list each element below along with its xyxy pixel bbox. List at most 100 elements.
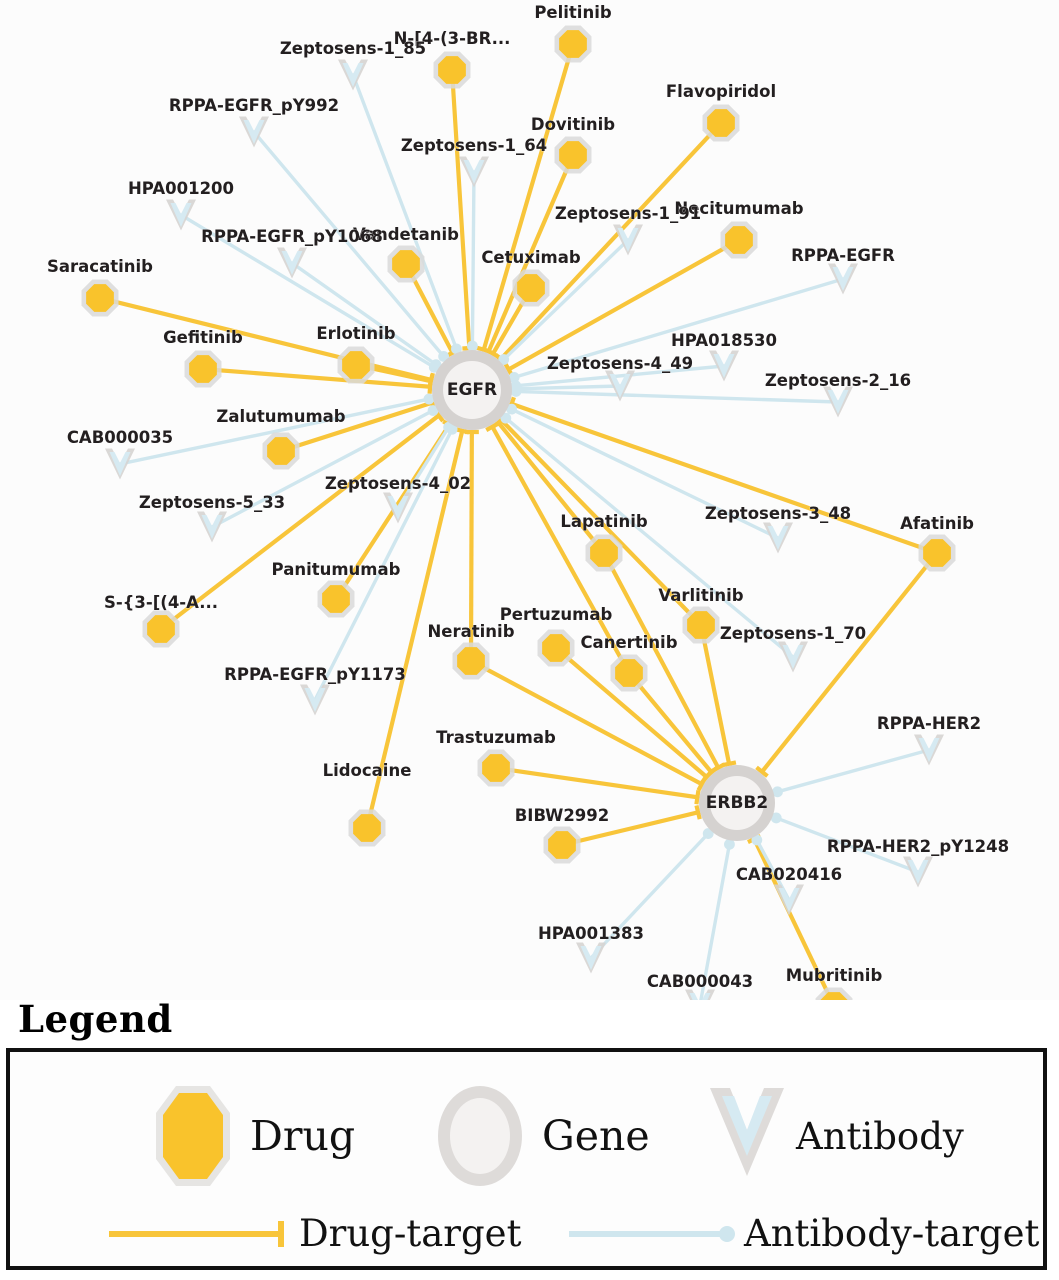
drug-node[interactable] xyxy=(512,269,550,307)
antibody-target-edge xyxy=(510,386,840,404)
antibody-node-label: HPA001200 xyxy=(128,179,234,198)
antibody-node-label: Zeptosens-4_02 xyxy=(325,474,471,493)
gene-node[interactable] xyxy=(432,350,512,430)
antibody-node[interactable] xyxy=(300,684,330,716)
labels-layer: Pelitinib N-[4-(3-BR... Flavopiridol Doviti… xyxy=(47,3,1010,992)
antibody-node-label: CAB000043 xyxy=(647,972,753,991)
antibody-node[interactable] xyxy=(383,492,413,524)
antibody-node[interactable] xyxy=(914,734,944,766)
antibody-node-label: Zeptosens-5_33 xyxy=(139,493,285,512)
drug-node-label: S-{3-[(4-A... xyxy=(104,593,218,612)
drug-node[interactable] xyxy=(585,534,623,572)
drug-node-label: N-[4-(3-BR... xyxy=(394,29,511,48)
drug-node[interactable] xyxy=(918,534,956,572)
antibody-node-label: RPPA-EGFR_pY1173 xyxy=(224,665,406,684)
drug-node-label: Trastuzumab xyxy=(436,728,556,747)
antibody-target-edge xyxy=(290,261,442,371)
antibody-node[interactable] xyxy=(105,448,135,480)
drug-node[interactable] xyxy=(452,642,490,680)
legend-edge-antibody-target: Antibody-target xyxy=(565,1212,1039,1255)
antibody-node-label: RPPA-HER2 xyxy=(877,714,981,733)
antibody-node-label: Zeptosens-1_85 xyxy=(280,39,426,58)
antibody-node-label: Zeptosens-3_48 xyxy=(705,504,851,523)
drug-node[interactable] xyxy=(81,279,119,317)
antibody-node[interactable] xyxy=(605,370,635,402)
antibody-node[interactable] xyxy=(709,350,739,382)
antibody-node[interactable] xyxy=(197,511,227,543)
drug-node-label: Lidocaine xyxy=(323,761,412,780)
gene-node-label: EGFR xyxy=(447,380,497,400)
antibody-node[interactable] xyxy=(774,884,804,916)
drug-node-label: Dovitinib xyxy=(531,115,615,134)
gene-node-label: ERBB2 xyxy=(706,793,768,813)
drug-node[interactable] xyxy=(554,136,592,174)
drug-target-edge xyxy=(627,671,719,779)
antibody-node[interactable] xyxy=(685,989,715,1001)
drug-node-label: Gefitinib xyxy=(163,328,243,347)
legend-edge-drug-target: Drug-target xyxy=(105,1212,521,1255)
legend-label-antibody: Antibody xyxy=(796,1114,964,1158)
antibody-target-edge xyxy=(506,403,780,540)
antibody-node[interactable] xyxy=(576,942,606,974)
antibody-node[interactable] xyxy=(277,247,307,279)
antibody-target-edge xyxy=(699,838,735,1000)
drug-node[interactable] xyxy=(387,245,425,283)
legend-node-drug: Drug xyxy=(150,1080,355,1192)
drug-node-label: Varlitinib xyxy=(658,586,743,605)
drug-node[interactable] xyxy=(142,610,180,648)
drug-target-edge xyxy=(470,659,707,792)
antibody-node-label: Zeptosens-2_16 xyxy=(765,371,911,390)
drug-node-label: Necitumumab xyxy=(674,199,803,218)
antibody-target-edge xyxy=(589,828,714,960)
drug-node[interactable] xyxy=(702,104,740,142)
drug-node-label: Flavopiridol xyxy=(666,82,776,101)
drug-node[interactable] xyxy=(543,826,581,864)
drug-node[interactable] xyxy=(317,580,355,618)
drug-node[interactable] xyxy=(610,654,648,692)
drug-target-edge xyxy=(464,429,479,662)
antibody-node[interactable] xyxy=(763,522,793,554)
drug-node[interactable] xyxy=(720,221,758,259)
drug-node[interactable] xyxy=(537,629,575,667)
antibody-target-edge xyxy=(351,73,462,355)
antibody-node-label: CAB000035 xyxy=(67,428,173,447)
drug-target-edge xyxy=(561,805,702,848)
drug-target-edge-icon xyxy=(109,1220,284,1247)
drug-node[interactable] xyxy=(184,350,222,388)
antibody-target-edge xyxy=(772,748,931,798)
drug-node[interactable] xyxy=(682,606,720,644)
antibody-node[interactable] xyxy=(338,59,368,91)
drug-node-label: Cetuximab xyxy=(481,248,581,267)
drug-node[interactable] xyxy=(348,809,386,847)
drug-node[interactable] xyxy=(337,346,375,384)
antibody-node-label: HPA018530 xyxy=(671,331,777,350)
drug-icon xyxy=(156,1086,230,1186)
antibody-node[interactable] xyxy=(823,386,853,418)
antibody-node[interactable] xyxy=(903,856,933,888)
drug-node[interactable] xyxy=(815,987,853,1000)
legend-title: Legend xyxy=(18,997,173,1041)
antibody-target-edge xyxy=(118,393,435,466)
drug-target-edge xyxy=(495,765,701,805)
antibody-node[interactable] xyxy=(166,199,196,231)
drug-node[interactable] xyxy=(554,25,592,63)
antibody-target-edge-icon xyxy=(569,1225,735,1242)
drug-target-edge xyxy=(494,121,723,366)
drug-node[interactable] xyxy=(477,749,515,787)
antibody-node[interactable] xyxy=(613,224,643,256)
drug-node[interactable] xyxy=(433,51,471,89)
antibody-node-label: Zeptosens-1_70 xyxy=(720,624,866,643)
gene-node[interactable] xyxy=(699,765,775,841)
antibody-node-label: RPPA-HER2_pY1248 xyxy=(827,837,1009,856)
antibody-node[interactable] xyxy=(239,116,269,148)
antibody-node[interactable] xyxy=(459,156,489,188)
drug-node[interactable] xyxy=(262,432,300,470)
drug-node-label: Zalutumumab xyxy=(216,407,345,426)
antibody-target-edge xyxy=(508,277,845,383)
legend-label-gene: Gene xyxy=(542,1112,650,1160)
drug-node-label: Lapatinib xyxy=(560,512,648,531)
antibody-node[interactable] xyxy=(778,641,808,673)
antibody-target-edge xyxy=(210,405,439,529)
antibody-node[interactable] xyxy=(828,263,858,295)
